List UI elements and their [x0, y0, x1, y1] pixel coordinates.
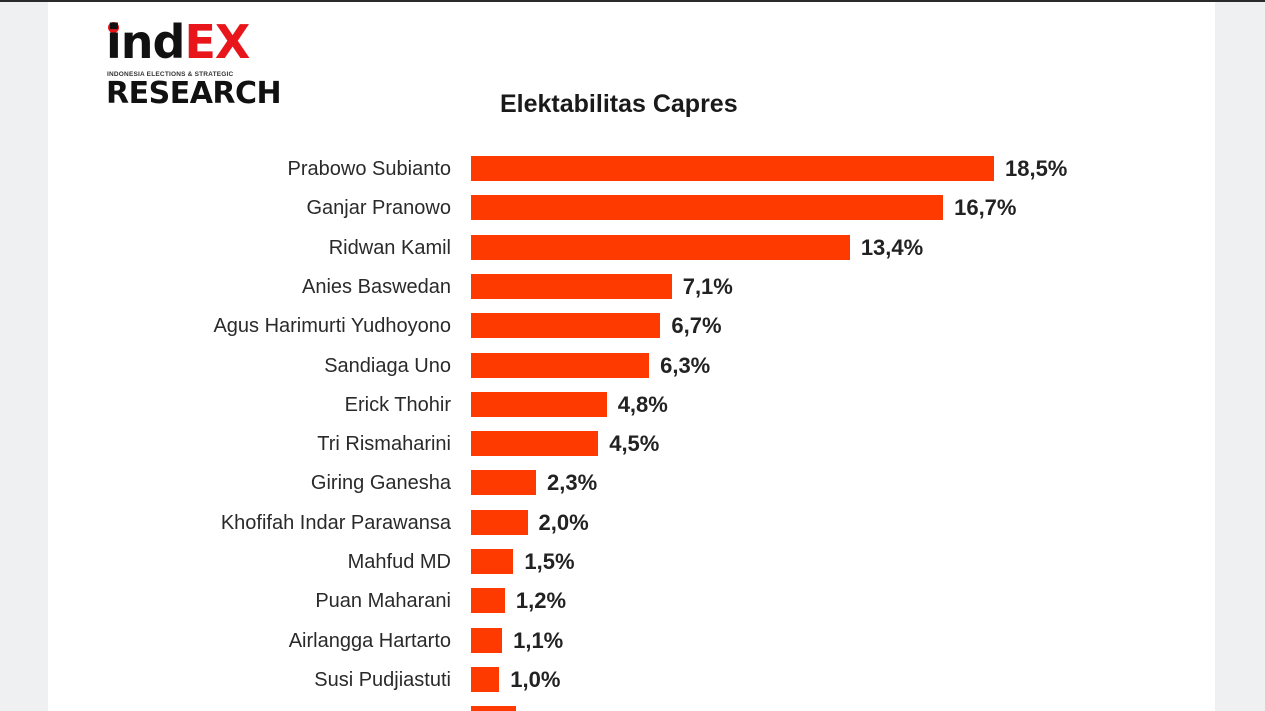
bar-row: Erick Thohir 4,8% [48, 391, 1148, 418]
value-label: 4,8% [617, 391, 668, 417]
value-label: 1,1% [513, 627, 564, 653]
logo-research: RESEARCH [106, 76, 282, 111]
bar-row: Mahfud MD 1,5% [48, 549, 1148, 575]
category-label: Anies Baswedan [302, 275, 451, 298]
category-label: Airlangga Hartarto [288, 629, 451, 652]
bar-row: Ganjar Pranowo 16,7% [48, 195, 1148, 221]
bar [471, 509, 528, 535]
bar [471, 549, 514, 574]
bar-row: Agus Harimurti Yudhoyono 6,7% [48, 313, 1148, 339]
value-label: 4,5% [609, 431, 660, 457]
category-label: Ganjar Pranowo [306, 197, 451, 220]
bar-row: Airlangga Hartarto 1,1% [48, 627, 1148, 654]
value-label: 6,3% [660, 352, 711, 378]
value-label: 16,7% [954, 195, 1017, 221]
value-label: 7,1% [682, 273, 733, 299]
bar [471, 234, 850, 260]
bar-row: Anies Baswedan 7,1% [48, 273, 1148, 300]
category-label: Agus Harimurti Yudhoyono [213, 315, 451, 338]
bar-row: Ridwan Kamil 13,4% [48, 234, 1148, 261]
bar [471, 313, 661, 339]
bar [471, 627, 503, 653]
bar-row: Prabowo Subianto 18,5% [48, 156, 1148, 182]
bar [471, 666, 500, 692]
chart-page: indEX INDONESIA ELECTIONS & STRATEGIC RE… [48, 2, 1215, 711]
value-label: 1,0% [510, 666, 561, 692]
logo-brand: indEX [106, 15, 250, 69]
logo-tagline: INDONESIA ELECTIONS & STRATEGIC [107, 71, 234, 78]
value-label: 2,3% [547, 470, 598, 496]
category-label: Prabowo Subianto [287, 158, 451, 180]
bar-row: Sandiaga Uno 6,3% [48, 352, 1148, 379]
top-border [0, 0, 1265, 2]
category-label: Khofifah Indar Parawansa [220, 511, 451, 534]
bar-row: Susi Pudjiastuti 1,0% [48, 666, 1148, 693]
category-label: Mahfud MD [347, 551, 451, 573]
value-label: 18,5% [1004, 156, 1068, 181]
bar [471, 391, 607, 417]
category-label: Giring Ganesha [310, 472, 451, 495]
category-label: Sandiaga Uno [324, 354, 451, 377]
bar [471, 156, 994, 181]
category-label: Susi Pudjiastuti [314, 668, 451, 691]
bar-row: Giring Ganesha 2,3% [48, 470, 1148, 496]
bar [471, 273, 672, 299]
value-label: 6,7% [671, 313, 722, 339]
bar [471, 706, 517, 711]
right-gutter [1215, 2, 1265, 711]
category-label: Tri Rismaharini [317, 433, 451, 456]
value-label: 1,2% [515, 588, 567, 614]
value-label: 1,5% [524, 549, 575, 574]
value-label: 13,4% [860, 234, 924, 260]
bar [471, 195, 944, 221]
bar-row: Tri Rismaharini 4,5% [48, 431, 1148, 457]
bar [471, 352, 650, 378]
category-label: Ridwan Kamil [328, 236, 451, 259]
bar-row [48, 706, 1148, 711]
logo-dot-icon [108, 22, 119, 33]
bar-row: Khofifah Indar Parawansa 2,0% [48, 509, 1148, 536]
category-label: Puan Maharani [315, 590, 451, 613]
bar [471, 588, 505, 614]
value-label: 2,0% [538, 509, 589, 535]
bar-chart: Prabowo Subianto 18,5% Ganjar Pranowo 16,7%… [48, 2, 1215, 711]
bar-row: Puan Maharani 1,2% [48, 588, 1148, 614]
index-research-logo: indEX INDONESIA ELECTIONS & STRATEGIC RE… [106, 15, 282, 112]
bar [471, 431, 599, 457]
category-label: Erick Thohir [344, 393, 451, 416]
bar [471, 470, 537, 496]
chart-title: Elektabilitas Capres [500, 90, 738, 118]
